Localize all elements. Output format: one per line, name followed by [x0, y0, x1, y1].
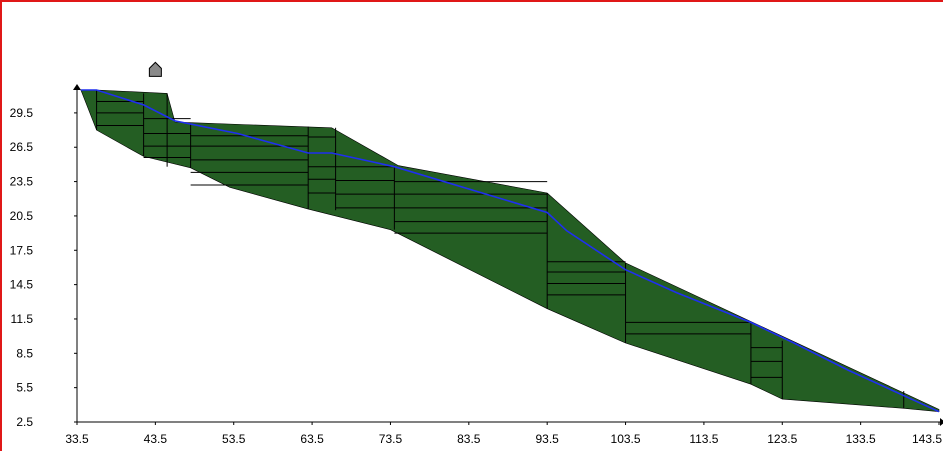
y-tick-label: 11.5 — [11, 312, 34, 326]
house-icon — [148, 61, 162, 77]
slope-body-polygon — [80, 89, 940, 413]
y-tick-label: 2.5 — [16, 415, 33, 429]
x-tick-label: 83.5 — [457, 432, 481, 446]
x-tick-label: 53.5 — [222, 432, 246, 446]
x-tick-label: 93.5 — [536, 432, 560, 446]
x-tick-label: 43.5 — [144, 432, 168, 446]
y-tick-label: 29.5 — [10, 106, 34, 120]
surface-line — [80, 89, 940, 413]
x-tick-label: 63.5 — [300, 432, 324, 446]
x-tick-label: 133.5 — [846, 432, 876, 446]
y-tick-label: 20.5 — [10, 209, 34, 223]
axes — [73, 84, 943, 426]
x-tick-label: 143.5 — [912, 432, 942, 446]
x-tick-label: 73.5 — [379, 432, 403, 446]
y-axis-arrow — [73, 84, 81, 90]
y-tick-label: 8.5 — [16, 346, 33, 360]
marker — [148, 61, 162, 77]
x-tick-label: 33.5 — [65, 432, 89, 446]
y-tick-label: 26.5 — [10, 140, 34, 154]
tick-labels: 33.5 43.5 53.5 63.5 73.5 83.5 93.5 103.5 113.5 12… — [10, 106, 943, 446]
slope-body — [80, 89, 940, 413]
x-tick-label: 103.5 — [611, 432, 641, 446]
y-tick-label: 23.5 — [10, 175, 34, 189]
x-axis-arrow — [940, 418, 943, 426]
y-tick-label: 14.5 — [10, 278, 34, 292]
y-tick-label: 17.5 — [10, 243, 34, 257]
x-tick-label: 123.5 — [767, 432, 797, 446]
x-tick-label: 113.5 — [689, 432, 718, 446]
y-tick-label: 5.5 — [16, 381, 33, 395]
surface-profile — [80, 89, 940, 413]
